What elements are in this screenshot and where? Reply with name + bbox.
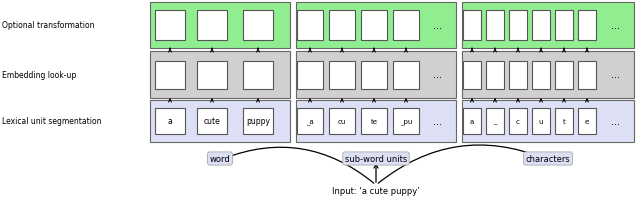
Bar xyxy=(329,11,355,41)
Text: ...: ... xyxy=(433,70,442,80)
Bar xyxy=(532,108,550,134)
Text: word: word xyxy=(210,154,230,163)
Bar xyxy=(329,108,355,134)
Bar xyxy=(155,108,185,134)
Bar xyxy=(393,11,419,41)
Bar xyxy=(578,108,596,134)
Text: t: t xyxy=(563,118,565,124)
Text: u: u xyxy=(539,118,543,124)
Bar xyxy=(463,61,481,89)
Bar xyxy=(296,3,456,49)
Text: ...: ... xyxy=(433,116,442,126)
Text: c: c xyxy=(516,118,520,124)
Bar xyxy=(486,108,504,134)
Bar xyxy=(243,108,273,134)
Text: puppy: puppy xyxy=(246,117,270,126)
Bar xyxy=(578,11,596,41)
Text: Lexical unit segmentation: Lexical unit segmentation xyxy=(2,117,102,126)
Text: a: a xyxy=(168,117,172,126)
Bar xyxy=(296,52,456,99)
Bar xyxy=(361,108,387,134)
Bar xyxy=(463,108,481,134)
Bar xyxy=(578,61,596,89)
Bar xyxy=(297,108,323,134)
Bar xyxy=(197,11,227,41)
Bar xyxy=(393,61,419,89)
Bar xyxy=(150,3,290,49)
Bar xyxy=(150,52,290,99)
Bar xyxy=(361,11,387,41)
Bar xyxy=(462,52,634,99)
Text: ...: ... xyxy=(433,21,442,31)
Bar xyxy=(509,61,527,89)
Bar xyxy=(532,61,550,89)
Text: te: te xyxy=(371,118,378,124)
Text: _a: _a xyxy=(306,118,314,124)
Bar xyxy=(555,108,573,134)
Text: ...: ... xyxy=(611,21,621,31)
Bar xyxy=(243,11,273,41)
Bar xyxy=(361,61,387,89)
Bar xyxy=(532,11,550,41)
Text: Input: ‘a cute puppy’: Input: ‘a cute puppy’ xyxy=(332,187,420,196)
Bar xyxy=(463,11,481,41)
Bar xyxy=(150,100,290,142)
Bar xyxy=(297,11,323,41)
Bar xyxy=(329,61,355,89)
Bar xyxy=(462,3,634,49)
Text: characters: characters xyxy=(525,154,570,163)
Text: ...: ... xyxy=(611,116,621,126)
Bar xyxy=(155,61,185,89)
Bar xyxy=(197,61,227,89)
Bar xyxy=(243,61,273,89)
Bar xyxy=(197,108,227,134)
Text: cute: cute xyxy=(204,117,220,126)
Bar xyxy=(462,100,634,142)
Bar xyxy=(486,61,504,89)
Text: a: a xyxy=(470,118,474,124)
Bar xyxy=(393,108,419,134)
Text: _pu: _pu xyxy=(400,118,412,124)
Bar xyxy=(155,11,185,41)
Text: sub-word units: sub-word units xyxy=(345,154,407,163)
Bar xyxy=(509,11,527,41)
Text: e: e xyxy=(585,118,589,124)
Text: ...: ... xyxy=(611,70,621,80)
Bar xyxy=(509,108,527,134)
Text: Optional transformation: Optional transformation xyxy=(2,21,95,30)
Bar xyxy=(486,11,504,41)
Bar xyxy=(555,11,573,41)
Text: cu: cu xyxy=(338,118,346,124)
Bar xyxy=(296,100,456,142)
Text: _: _ xyxy=(493,118,497,124)
Bar xyxy=(555,61,573,89)
Bar xyxy=(297,61,323,89)
Text: Embedding look-up: Embedding look-up xyxy=(2,71,76,80)
